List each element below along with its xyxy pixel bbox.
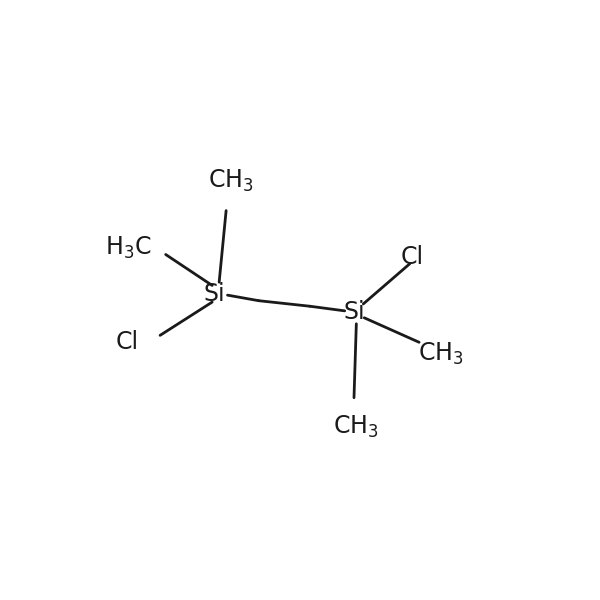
Text: Cl: Cl bbox=[401, 245, 424, 269]
Text: Cl: Cl bbox=[116, 330, 139, 354]
Text: Si: Si bbox=[203, 282, 226, 306]
Text: Si: Si bbox=[343, 300, 365, 324]
Text: $\mathregular{H_3C}$: $\mathregular{H_3C}$ bbox=[105, 235, 152, 260]
Text: $\mathregular{CH_3}$: $\mathregular{CH_3}$ bbox=[208, 168, 253, 194]
Text: $\mathregular{CH_3}$: $\mathregular{CH_3}$ bbox=[418, 341, 464, 367]
Text: $\mathregular{CH_3}$: $\mathregular{CH_3}$ bbox=[333, 414, 379, 440]
